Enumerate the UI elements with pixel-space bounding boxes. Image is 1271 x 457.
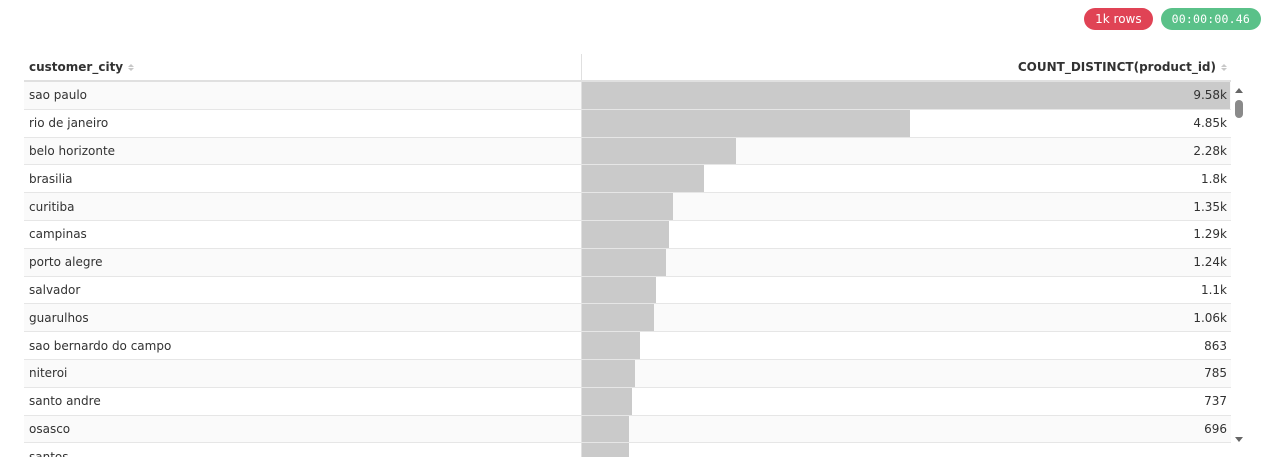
cell-customer-city: osasco — [24, 415, 582, 443]
cell-count-distinct — [582, 443, 1231, 457]
cell-customer-city: salvador — [24, 276, 582, 304]
table-row: porto alegre 1.24k — [24, 248, 1231, 277]
table-body: sao paulo 9.58k rio de janeiro 4.85k belo ho… — [24, 82, 1231, 457]
cell-customer-city: campinas — [24, 220, 582, 248]
cell-count-distinct: 1.8k — [582, 165, 1231, 193]
cell-value-label: 785 — [1204, 366, 1227, 381]
cell-count-distinct: 1.1k — [582, 276, 1231, 304]
cell-count-distinct: 696 — [582, 415, 1231, 443]
cell-customer-city: sao paulo — [24, 82, 582, 109]
cell-value-label: 1.35k — [1193, 199, 1227, 214]
cell-value-label: 737 — [1204, 394, 1227, 409]
cell-count-distinct: 9.58k — [582, 82, 1231, 109]
value-bar — [582, 415, 629, 443]
row-count-badge: 1k rows — [1084, 8, 1153, 30]
value-bar — [582, 220, 669, 248]
cell-customer-city: rio de janeiro — [24, 109, 582, 137]
column-header-customer-city[interactable]: customer_city — [24, 54, 582, 80]
cell-value-label: 696 — [1204, 421, 1227, 436]
table-row: santos — [24, 443, 1231, 457]
cell-count-distinct: 1.06k — [582, 304, 1231, 332]
table-row: guarulhos 1.06k — [24, 304, 1231, 333]
cell-value-label: 4.85k — [1193, 116, 1227, 131]
table-row: santo andre 737 — [24, 387, 1231, 416]
column-header-label: COUNT_DISTINCT(product_id) — [1017, 60, 1216, 74]
cell-count-distinct: 2.28k — [582, 137, 1231, 165]
cell-value-label: 1.24k — [1193, 255, 1227, 270]
cell-customer-city: belo horizonte — [24, 137, 582, 165]
value-bar — [582, 276, 656, 304]
cell-count-distinct: 4.85k — [582, 109, 1231, 137]
table-row: belo horizonte 2.28k — [24, 137, 1231, 166]
cell-count-distinct: 737 — [582, 387, 1231, 415]
table-row: campinas 1.29k — [24, 220, 1231, 249]
value-bar — [582, 137, 736, 165]
cell-count-distinct: 1.35k — [582, 193, 1231, 220]
sort-icon[interactable] — [1221, 63, 1227, 71]
value-bar — [582, 82, 1230, 109]
cell-count-distinct: 863 — [582, 332, 1231, 359]
table-header: customer_city COUNT_DISTINCT(product_id) — [24, 54, 1231, 82]
table-row: rio de janeiro 4.85k — [24, 109, 1231, 138]
value-bar — [582, 193, 673, 220]
query-badges: 1k rows 00:00:00.46 — [1084, 8, 1261, 30]
cell-value-label: 1.29k — [1193, 227, 1227, 242]
scroll-down-arrow-icon[interactable] — [1235, 437, 1243, 442]
table-row: salvador 1.1k — [24, 276, 1231, 305]
value-bar — [582, 359, 635, 387]
cell-value-label: 1.06k — [1193, 310, 1227, 325]
scroll-up-arrow-icon[interactable] — [1235, 88, 1243, 93]
table-row: sao paulo 9.58k — [24, 82, 1231, 110]
cell-value-label: 9.58k — [1193, 88, 1227, 103]
value-bar — [582, 387, 632, 415]
cell-customer-city: porto alegre — [24, 248, 582, 276]
value-bar — [582, 109, 910, 137]
cell-customer-city: santo andre — [24, 387, 582, 415]
table-row: sao bernardo do campo 863 — [24, 332, 1231, 360]
column-header-label: customer_city — [29, 60, 124, 74]
table-row: osasco 696 — [24, 415, 1231, 444]
cell-count-distinct: 1.24k — [582, 248, 1231, 276]
value-bar — [582, 304, 654, 332]
cell-customer-city: brasilia — [24, 165, 582, 193]
query-time-badge: 00:00:00.46 — [1160, 8, 1261, 30]
cell-value-label: 863 — [1204, 338, 1227, 353]
cell-value-label: 1.8k — [1200, 171, 1227, 186]
vertical-scrollbar[interactable] — [1233, 84, 1245, 446]
cell-customer-city: niteroi — [24, 359, 582, 387]
cell-value-label: 2.28k — [1193, 143, 1227, 158]
sort-icon[interactable] — [128, 63, 135, 71]
cell-count-distinct: 1.29k — [582, 220, 1231, 248]
table-row: brasilia 1.8k — [24, 165, 1231, 194]
scroll-thumb[interactable] — [1235, 100, 1243, 118]
cell-value-label: 1.1k — [1200, 282, 1227, 297]
value-bar — [582, 248, 666, 276]
table-row: niteroi 785 — [24, 359, 1231, 388]
value-bar — [582, 165, 704, 193]
table-row: curitiba 1.35k — [24, 193, 1231, 221]
cell-customer-city: santos — [24, 443, 582, 457]
cell-customer-city: curitiba — [24, 193, 582, 220]
cell-customer-city: sao bernardo do campo — [24, 332, 582, 359]
column-header-count-distinct[interactable]: COUNT_DISTINCT(product_id) — [582, 54, 1231, 80]
cell-customer-city: guarulhos — [24, 304, 582, 332]
results-table: customer_city COUNT_DISTINCT(product_id)… — [24, 54, 1231, 457]
cell-count-distinct: 785 — [582, 359, 1231, 387]
value-bar — [582, 443, 629, 457]
value-bar — [582, 332, 640, 359]
